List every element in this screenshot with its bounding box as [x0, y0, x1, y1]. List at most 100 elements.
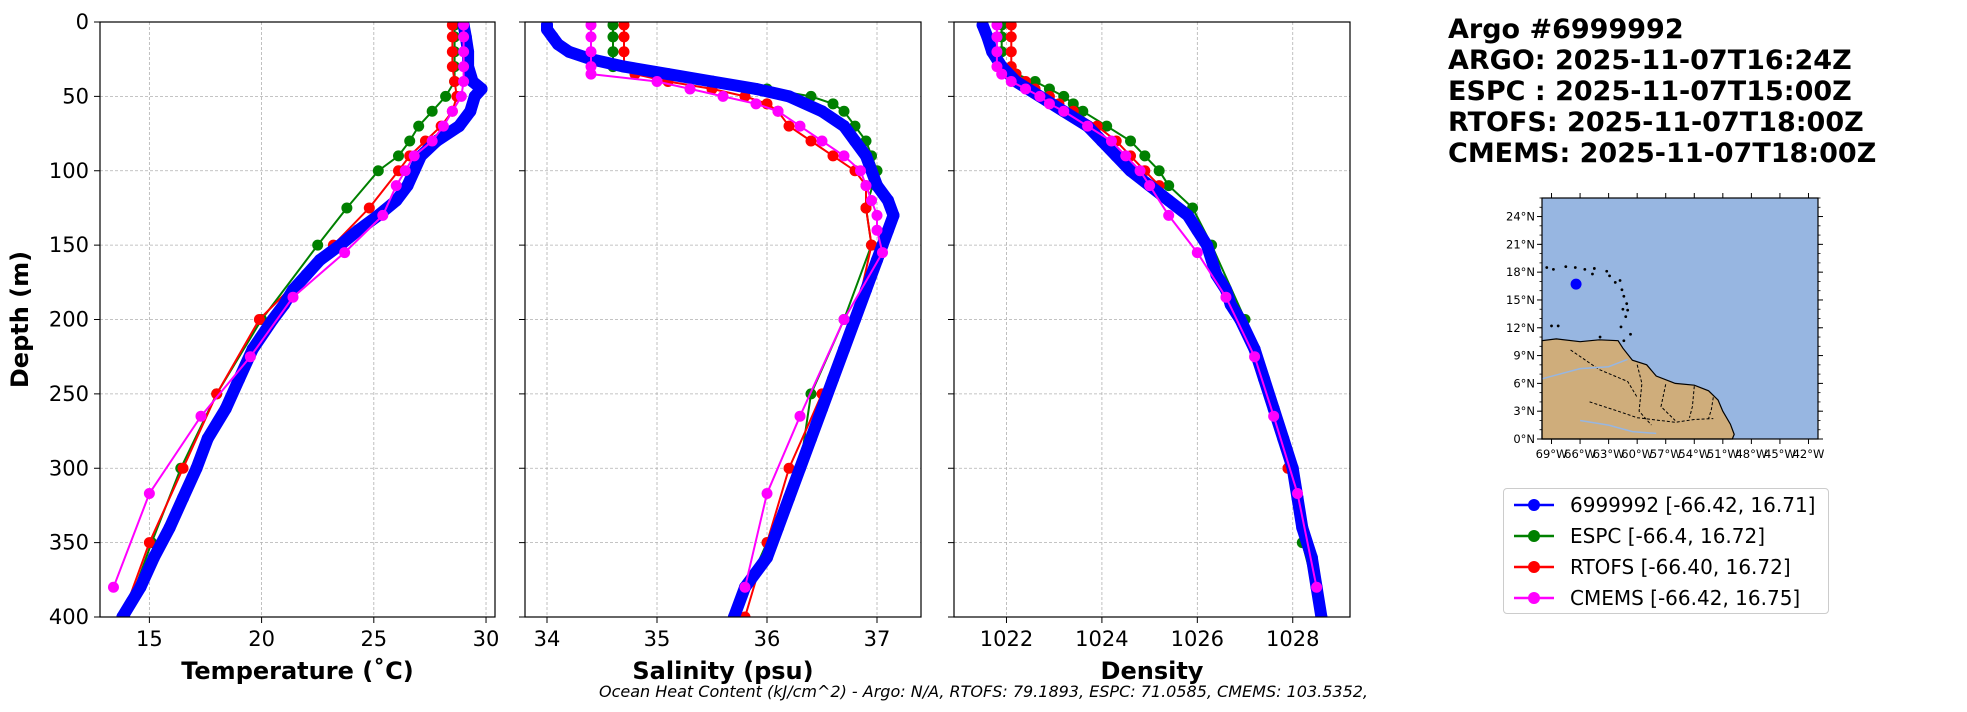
data-point: [838, 120, 850, 133]
data-point: [446, 31, 458, 43]
data-point: [865, 164, 878, 177]
data-point: [684, 83, 696, 95]
data-point: [706, 75, 718, 88]
data-point: [991, 46, 1003, 58]
x-axis-label: Temperature (˚C): [181, 657, 414, 685]
data-point: [783, 90, 795, 103]
island: [1564, 265, 1568, 268]
series-line: [995, 25, 1318, 588]
data-point: [838, 105, 850, 117]
y-tick-label: 250: [49, 382, 89, 406]
panel-density: 1022 1024 1026 1028 Density: [948, 21, 1351, 685]
island: [1618, 279, 1622, 282]
data-point: [871, 179, 883, 192]
x-tick-label: 1024: [1075, 627, 1128, 651]
series-line: [976, 22, 1328, 617]
y-axis-label: Depth (m): [6, 251, 34, 388]
x-tick-label: 25: [360, 627, 387, 651]
data-point: [805, 432, 817, 445]
data-point: [783, 462, 795, 474]
map-lat-label: 21°N: [1506, 237, 1535, 251]
legend-item-rtofs: RTOFS [-66.40, 16.72]: [1512, 552, 1791, 582]
map-lon-label: 69°W: [1536, 447, 1568, 461]
country-border: [1708, 397, 1714, 419]
data-point: [1163, 180, 1175, 192]
data-point: [1082, 120, 1094, 132]
data-point: [976, 22, 989, 31]
series-cmems: [991, 22, 1323, 593]
data-point: [871, 224, 883, 236]
data-point: [739, 90, 751, 102]
data-point: [866, 239, 877, 251]
series-cmems: [107, 22, 470, 593]
data-point: [455, 90, 467, 102]
map-lon-label: 42°W: [1793, 447, 1825, 461]
legend-marker-rtofs: [1514, 561, 1554, 573]
map-lat-label: 12°N: [1506, 321, 1535, 335]
map-lat-label: 15°N: [1506, 293, 1535, 307]
map-lat-label: 6°N: [1513, 376, 1535, 390]
data-point: [372, 165, 384, 177]
data-point: [618, 60, 630, 73]
data-point: [253, 314, 265, 325]
map-lon-label: 66°W: [1564, 447, 1596, 461]
data-point: [177, 462, 189, 474]
river: [1579, 419, 1657, 435]
data-point: [563, 45, 575, 58]
x-tick-label: 1028: [1266, 627, 1319, 651]
legend-label-cmems: CMEMS [-66.42, 16.75]: [1570, 586, 1801, 610]
data-point: [866, 195, 877, 206]
data-point: [1134, 165, 1146, 177]
map-lon-label: 60°W: [1621, 447, 1653, 461]
data-point: [783, 492, 795, 504]
ocean-heat-content-footer: Ocean Heat Content (kJ/cm^2) - Argo: N/A…: [598, 682, 1369, 701]
x-tick-label: 1022: [980, 627, 1033, 651]
legend-item-espc: ESPC [-66.4, 16.72]: [1512, 521, 1765, 551]
data-point: [1191, 224, 1204, 237]
x-tick-label: 15: [136, 627, 163, 651]
legend: 6999992 [-66.42, 16.71] ESPC [-66.4, 16.…: [1503, 488, 1829, 614]
y-tick-label: 200: [49, 308, 89, 332]
data-point: [552, 38, 564, 51]
country-border: [1636, 364, 1652, 426]
island: [1619, 325, 1623, 329]
data-point: [177, 492, 190, 504]
data-point: [794, 462, 806, 475]
data-point: [1043, 98, 1055, 110]
island: [1552, 267, 1555, 271]
float-id-title: Argo #6999992: [1448, 14, 1684, 45]
y-tick-label: 50: [62, 84, 89, 108]
country-border: [1660, 384, 1676, 421]
data-point: [116, 611, 129, 617]
data-point: [860, 149, 872, 162]
data-point: [341, 202, 353, 214]
map-lat-label: 9°N: [1513, 349, 1535, 363]
data-point: [991, 22, 1003, 31]
x-tick-label: 1026: [1171, 627, 1224, 651]
data-point: [860, 180, 872, 192]
data-point: [805, 135, 817, 147]
data-point: [728, 611, 740, 617]
data-point: [377, 209, 389, 221]
map-lon-label: 45°W: [1764, 447, 1796, 461]
data-point: [849, 313, 861, 326]
data-point: [458, 31, 470, 43]
island: [1621, 307, 1625, 311]
map-lat-label: 3°N: [1513, 404, 1535, 418]
plot-area: [107, 22, 488, 617]
x-tick-label: 36: [754, 627, 781, 651]
data-point: [585, 46, 597, 58]
data-point: [278, 298, 291, 311]
data-point: [313, 254, 326, 266]
data-point: [446, 22, 458, 31]
data-point: [761, 551, 773, 564]
data-point: [466, 75, 479, 88]
series-line: [612, 25, 879, 617]
data-point: [838, 343, 850, 356]
data-point: [244, 351, 256, 363]
data-point: [1162, 194, 1175, 207]
series-espc: [996, 22, 1327, 617]
series-6999992: [976, 22, 1328, 617]
data-point: [426, 135, 438, 147]
data-point: [1105, 135, 1117, 147]
